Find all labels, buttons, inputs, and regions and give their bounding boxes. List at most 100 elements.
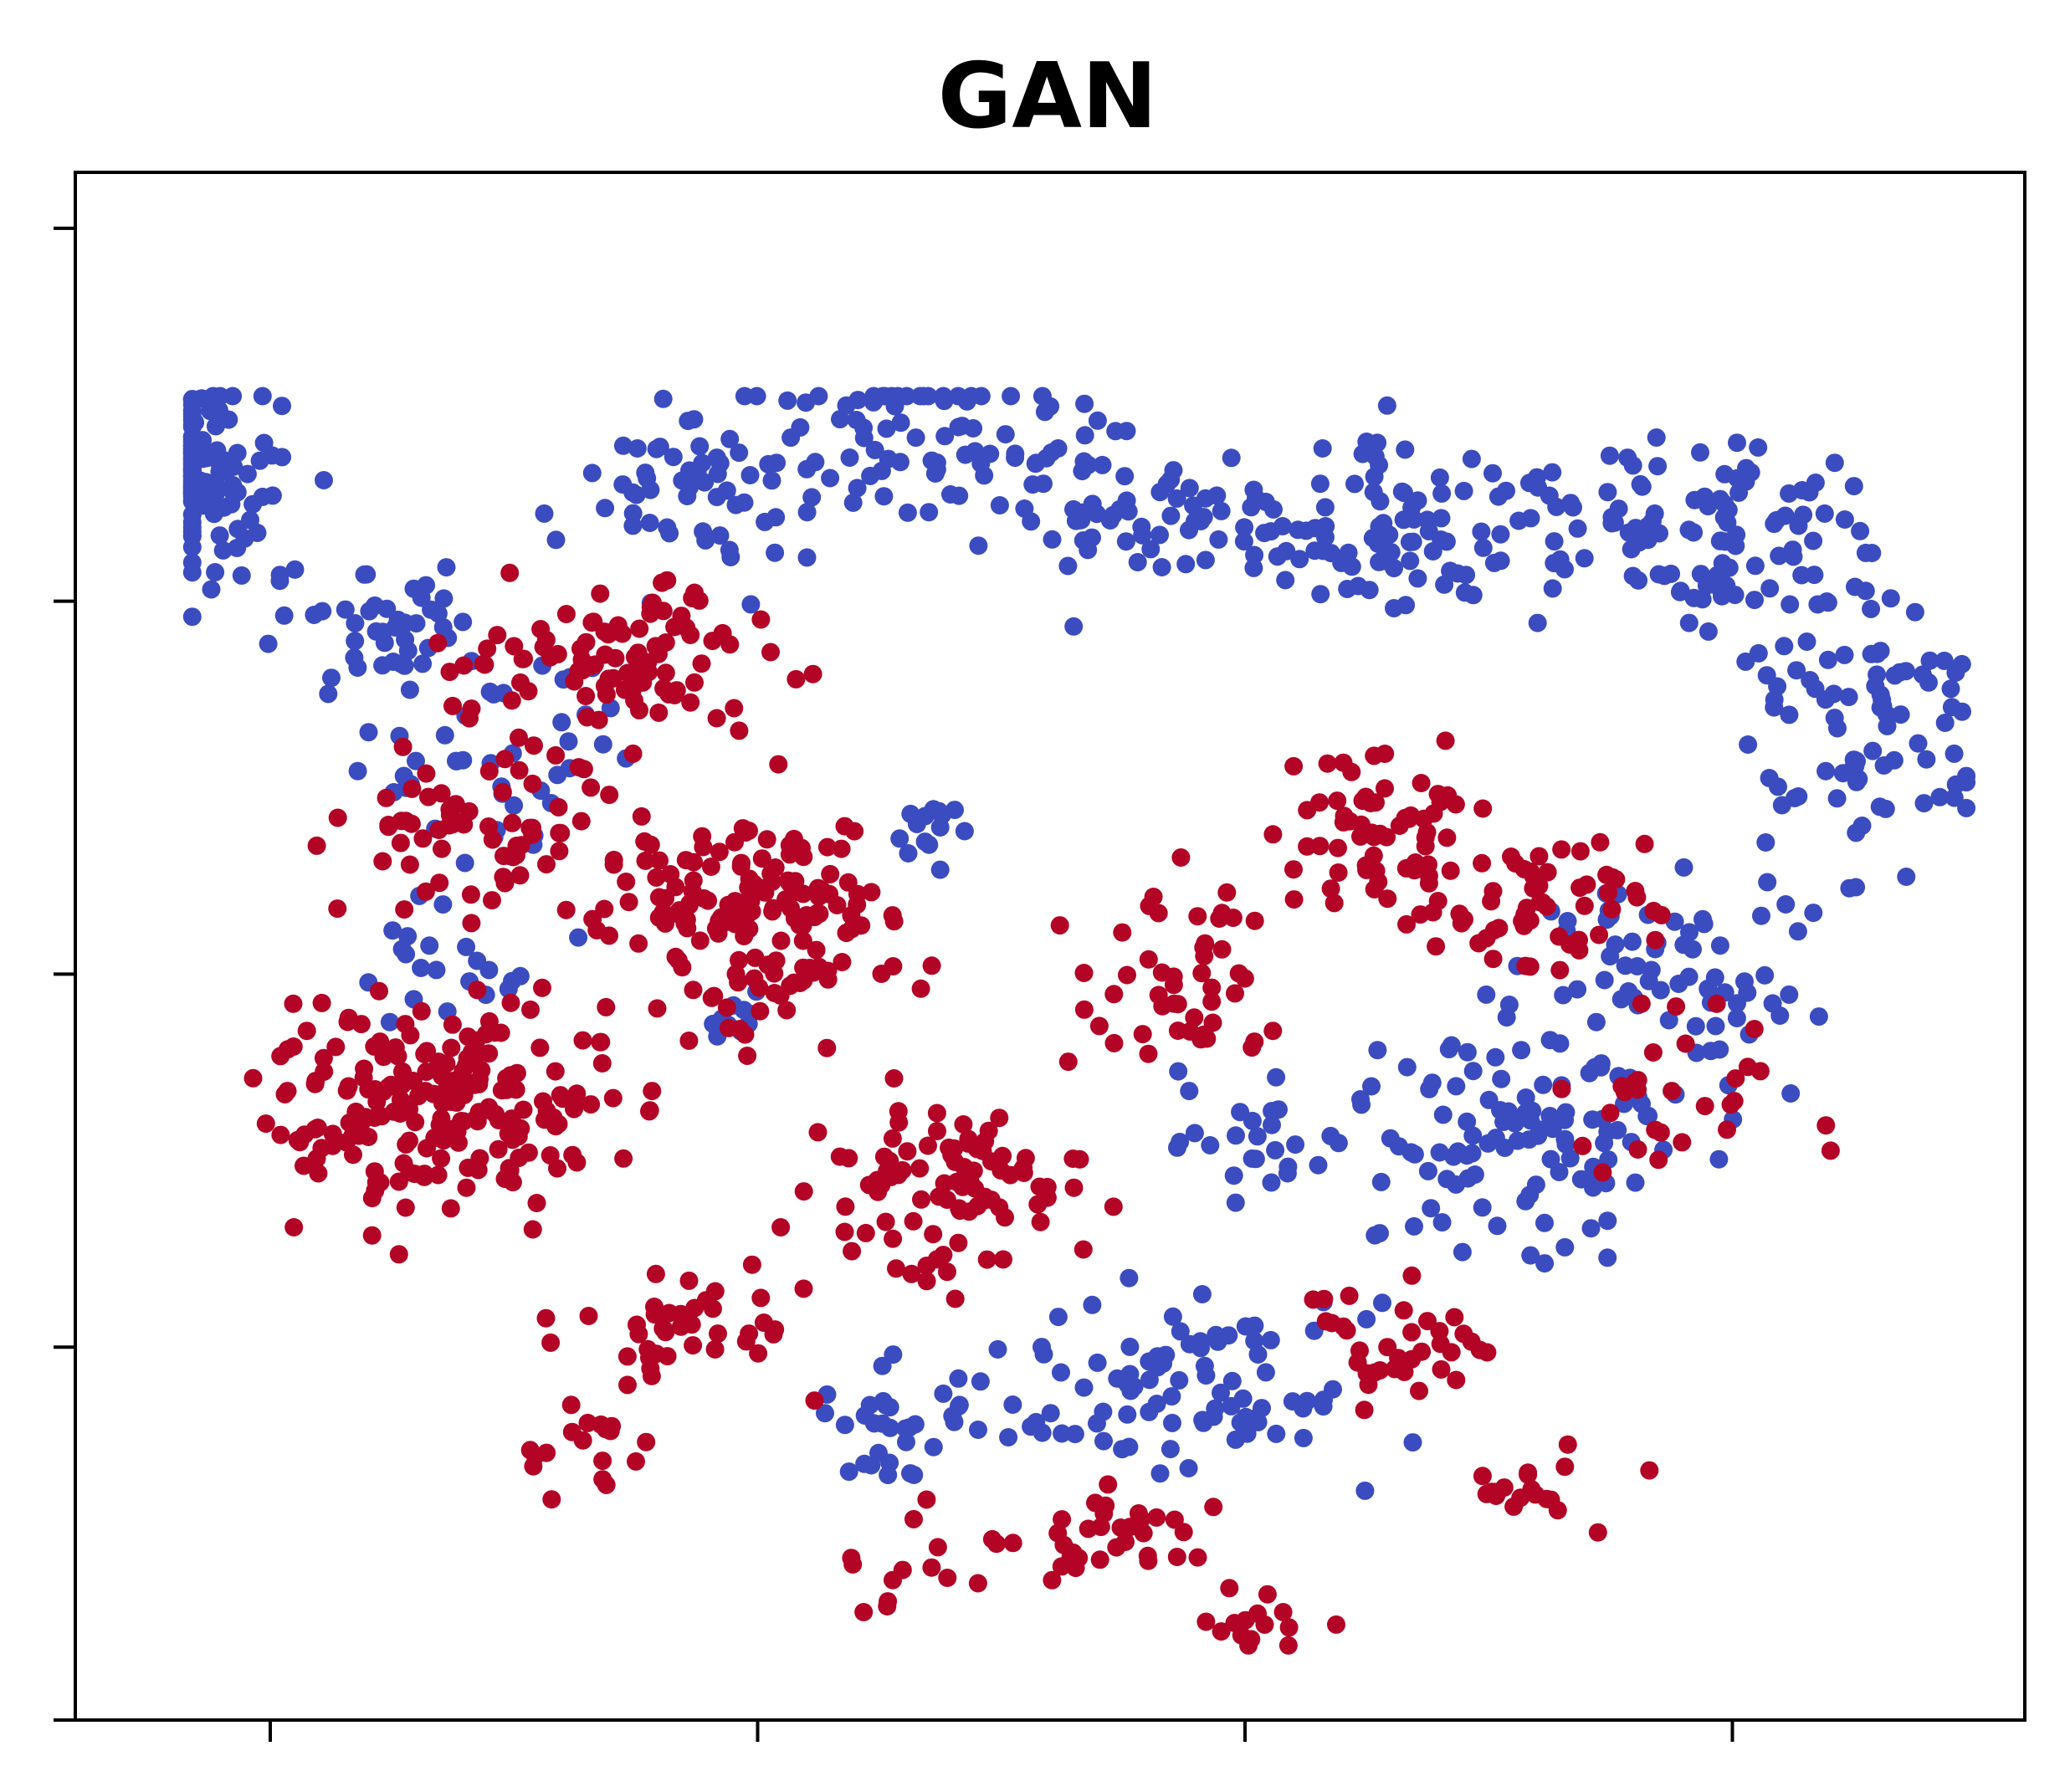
scatter-point-red [373,852,392,871]
scatter-point-blue [1835,510,1854,529]
scatter-point-red [592,1054,612,1073]
scatter-point-blue [322,668,341,688]
scatter-point-red [667,681,686,700]
scatter-point-blue [891,413,910,433]
scatter-point-blue [1262,1173,1281,1192]
scatter-point-blue [1150,1464,1170,1483]
scatter-point-red [1090,1550,1109,1569]
scatter-point-blue [1946,775,1965,794]
scatter-point-red [556,900,576,919]
scatter-point-red [600,926,618,945]
scatter-point-blue [1825,453,1844,473]
scatter-point-red [465,1041,484,1060]
scatter-point-blue [1727,1009,1746,1027]
scatter-point-blue [1840,878,1859,898]
scatter-point-red [649,888,669,907]
scatter-point-red [1212,1622,1231,1641]
scatter-point-red [666,947,685,966]
scatter-point-red [884,1069,904,1088]
scatter-point-red [928,1538,947,1557]
scatter-point-red [694,888,714,908]
scatter-point-red [884,1570,902,1590]
scatter-point-blue [1914,794,1934,813]
scatter-point-red [764,899,783,918]
scatter-point-red [1511,1488,1530,1508]
scatter-point-red [603,668,623,688]
scatter-point-blue [1432,484,1452,503]
scatter-point-red [945,1289,965,1308]
scatter-point-blue [1370,455,1389,474]
scatter-point-red [565,672,584,691]
scatter-point-blue [891,453,909,472]
scatter-point-red [583,909,602,929]
scatter-point-red [362,1226,382,1245]
scatter-point-red [617,1347,637,1366]
scatter-point-blue [747,387,766,406]
scatter-point-blue [1432,530,1451,549]
scatter-point-red [1529,876,1549,895]
scatter-point-red [1552,1079,1571,1098]
scatter-point-blue [848,391,868,410]
scatter-point-red [679,1271,699,1290]
scatter-point-red [862,883,881,902]
scatter-point-blue [1256,1363,1275,1382]
scatter-point-blue [206,563,225,581]
scatter-point-red [571,812,591,831]
scatter-point-red [312,993,331,1012]
scatter-point-red [935,1174,954,1193]
scatter-point-blue [1458,1146,1477,1165]
scatter-point-red [617,873,636,891]
scatter-point-red [1738,1057,1757,1077]
scatter-point-red [243,1068,263,1088]
scatter-point-red [582,1095,601,1114]
scatter-point-red [483,891,501,910]
scatter-point-blue [1255,524,1274,543]
scatter-point-blue [1787,661,1806,680]
scatter-point-red [500,1159,519,1178]
scatter-point-blue [647,439,666,458]
scatter-point-blue [1381,543,1401,562]
scatter-point-blue [1093,455,1112,474]
scatter-point-red [461,885,480,904]
scatter-point-red [1089,1016,1109,1036]
scatter-point-blue [1946,663,1965,682]
scatter-point-red [297,1021,316,1041]
scatter-point-red [604,622,623,641]
scatter-point-blue [1862,599,1881,618]
scatter-point-red [515,649,533,668]
scatter-point-red [679,1032,699,1050]
scatter-point-red [1028,1195,1048,1214]
scatter-point-blue [552,713,571,732]
scatter-point-red [937,1190,956,1209]
scatter-point-blue [1193,1411,1212,1430]
scatter-point-blue [1396,440,1415,459]
scatter-point-blue [1944,744,1964,763]
scatter-point-blue [457,937,476,956]
scatter-point-red [919,1136,937,1155]
scatter-point-red [1284,756,1304,776]
scatter-point-red [1424,804,1443,823]
scatter-point-blue [930,860,950,879]
scatter-point-blue [1353,444,1372,463]
scatter-point-blue [346,614,365,632]
scatter-point-blue [1495,1139,1514,1157]
scatter-point-red [911,979,930,998]
scatter-point-red [1378,889,1397,909]
scatter-point-blue [1472,522,1491,541]
scatter-point-blue [880,1398,899,1417]
scatter-point-blue [684,410,704,429]
scatter-point-red [1329,838,1347,858]
scatter-point-blue [1870,797,1889,817]
scatter-point-red [1212,940,1232,959]
scatter-point-blue [1141,540,1161,559]
scatter-point-blue [1374,514,1393,533]
scatter-point-red [754,1313,773,1332]
scatter-point-blue [1368,1041,1387,1060]
scatter-point-red [876,1212,895,1231]
scatter-point-red [1118,965,1136,985]
scatter-point-blue [1659,1011,1678,1030]
scatter-point-blue [355,565,374,584]
scatter-point-blue [1540,486,1559,505]
scatter-point-red [351,1015,371,1034]
scatter-point-red [432,1149,451,1168]
